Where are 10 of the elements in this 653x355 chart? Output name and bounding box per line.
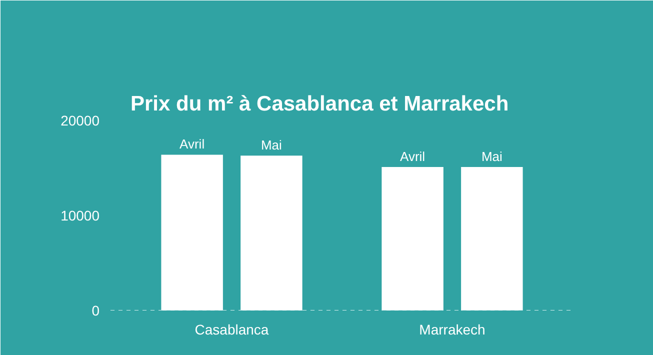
x-tick-label: Marrakech <box>419 322 486 338</box>
text: Mai <box>481 149 502 164</box>
x-tick-label: Casablanca <box>194 322 269 338</box>
series-label: Mai <box>260 138 282 153</box>
y-tick-label: 10000 <box>60 208 100 224</box>
y-tick-label: 20000 <box>60 112 100 128</box>
chart-title: Prix du m² à Casablanca et Marrakech <box>130 92 509 116</box>
series-label: Avril <box>180 136 205 152</box>
y-tick-label: 0 <box>92 302 100 318</box>
text: Avril <box>400 149 426 164</box>
